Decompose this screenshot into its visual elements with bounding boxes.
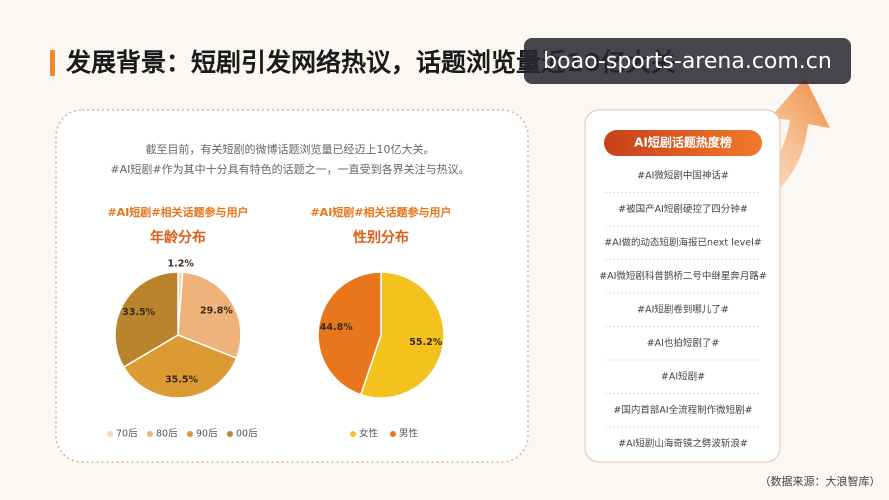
- legend-swatch: [390, 431, 396, 437]
- ranking-title: AI短剧话题热度榜: [634, 135, 732, 150]
- legend-label: 70后: [116, 429, 138, 440]
- slice-label: 44.8%: [320, 322, 353, 333]
- slice-label: 1.2%: [167, 259, 194, 270]
- legend-label: 80后: [156, 429, 178, 440]
- slice-label: 55.2%: [409, 337, 442, 348]
- pie-subtitle: 性别分布: [353, 229, 409, 246]
- ranking-item: #被国产AI短剧硬控了四分钟#: [618, 203, 748, 215]
- pie-slice: [317, 271, 382, 396]
- ranking-item: #AI短剧#: [661, 371, 705, 383]
- pie-slice: [177, 271, 242, 360]
- legend-swatch: [227, 431, 233, 437]
- ranking-item: #AI做的动态短剧海报已next level#: [604, 237, 761, 249]
- arrow-decor: [690, 78, 830, 232]
- watermark: boao-sports-arena.com.cn: [524, 38, 851, 84]
- slice-label: 35.5%: [165, 375, 198, 386]
- slice-label: 33.5%: [122, 307, 155, 318]
- legend-swatch: [350, 431, 356, 437]
- pie-title: #AI短剧#相关话题参与用户: [310, 205, 451, 219]
- ranking-pill: [604, 130, 762, 156]
- legend-swatch: [147, 431, 153, 437]
- slice-label: 29.8%: [200, 305, 233, 316]
- legend-swatch: [107, 431, 113, 437]
- legend-label: 00后: [236, 429, 258, 440]
- pie-slice: [114, 271, 179, 369]
- legend-label: 女性: [359, 428, 379, 440]
- source: （数据来源：大浪智库）: [760, 474, 881, 488]
- title-bar: [50, 50, 55, 76]
- ranking-item: #AI短剧卷到哪儿了#: [637, 304, 729, 316]
- pie-title: #AI短剧#相关话题参与用户: [107, 205, 248, 219]
- ranking-item: #AI也拍短剧了#: [647, 337, 720, 349]
- legend-label: 男性: [399, 428, 419, 440]
- ranking-item: #国内首部AI全流程制作微短剧#: [613, 404, 752, 416]
- intro-line: 截至目前，有关短剧的微博话题浏览量已经迈上10亿大关。: [146, 142, 435, 156]
- right-panel: [584, 109, 781, 463]
- ranking-item: #AI短剧山海奇镜之劈波斩浪#: [618, 438, 748, 450]
- ranking-item: #AI微短剧中国神话#: [637, 170, 729, 182]
- pie-subtitle: 年龄分布: [150, 229, 206, 246]
- legend-label: 90后: [196, 429, 218, 440]
- intro-line: #AI短剧#作为其中十分具有特色的话题之一，一直受到各界关注与热议。: [110, 162, 469, 176]
- ranking-item: #AI微短剧科普鹊桥二号中继星奔月路#: [599, 270, 767, 282]
- legend-swatch: [187, 431, 193, 437]
